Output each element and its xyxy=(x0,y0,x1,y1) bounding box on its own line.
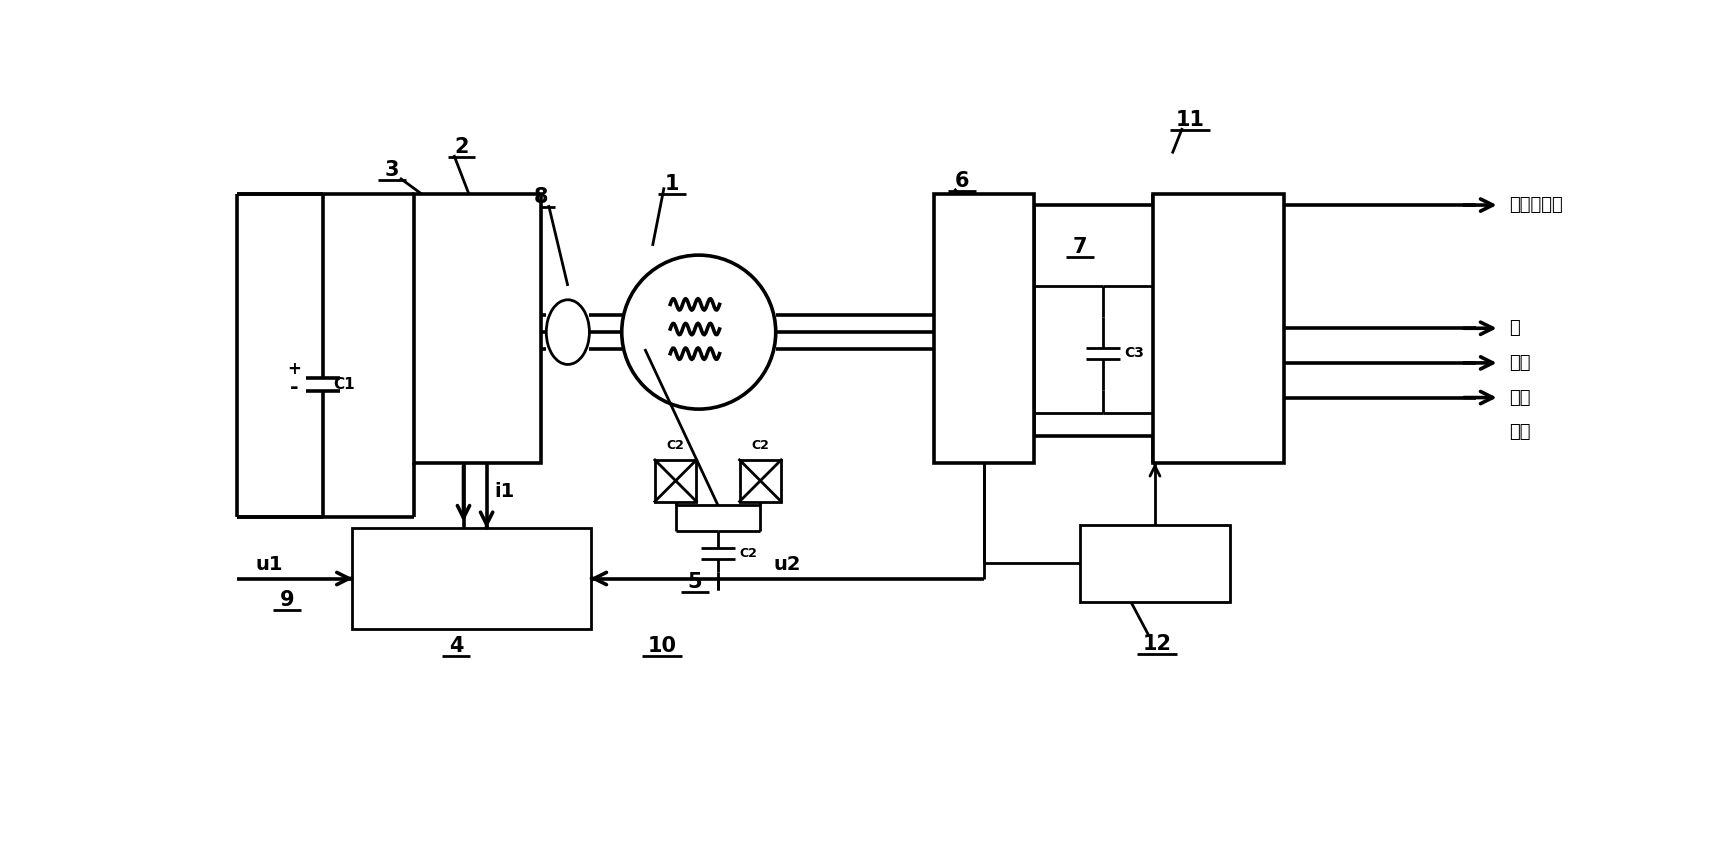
Text: 5: 5 xyxy=(687,572,701,593)
Text: 8: 8 xyxy=(533,188,549,207)
Text: i1: i1 xyxy=(495,482,514,502)
Text: 10: 10 xyxy=(648,636,677,656)
Text: 至直流电网: 至直流电网 xyxy=(1509,196,1562,214)
Text: 7: 7 xyxy=(1073,238,1087,257)
Bar xyxy=(1153,194,1285,463)
Bar xyxy=(934,194,1033,463)
Text: 6: 6 xyxy=(955,171,969,191)
Text: 1: 1 xyxy=(665,174,679,194)
Text: -: - xyxy=(290,379,299,398)
Text: 电网: 电网 xyxy=(1509,423,1529,441)
Text: C1: C1 xyxy=(333,377,354,392)
Text: 3: 3 xyxy=(385,160,399,180)
Text: 11: 11 xyxy=(1175,110,1205,131)
Bar xyxy=(654,460,696,502)
Bar xyxy=(413,194,542,463)
Text: C3: C3 xyxy=(1125,346,1144,360)
Text: u2: u2 xyxy=(774,555,800,574)
Bar xyxy=(352,528,590,628)
Text: C2: C2 xyxy=(740,547,757,559)
Bar xyxy=(740,460,781,502)
Text: +: + xyxy=(286,360,300,378)
Text: 9: 9 xyxy=(279,590,293,610)
Bar xyxy=(1080,525,1231,602)
Text: 交流: 交流 xyxy=(1509,389,1529,407)
Text: C2: C2 xyxy=(752,439,769,453)
Text: 三相: 三相 xyxy=(1509,354,1529,372)
Text: u1: u1 xyxy=(255,555,283,574)
Text: 4: 4 xyxy=(450,636,464,656)
Text: C2: C2 xyxy=(667,439,684,453)
Text: 至: 至 xyxy=(1509,319,1519,337)
Text: 2: 2 xyxy=(455,138,469,157)
Text: 12: 12 xyxy=(1142,634,1172,654)
